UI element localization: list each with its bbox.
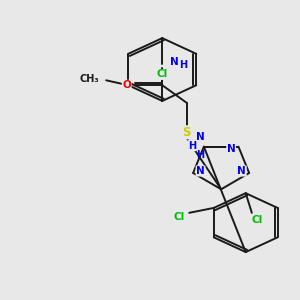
Text: N: N: [196, 166, 205, 176]
Text: Cl: Cl: [251, 215, 262, 225]
Text: Cl: Cl: [157, 69, 168, 80]
Text: CH₃: CH₃: [79, 74, 99, 84]
Text: N: N: [237, 166, 246, 176]
Text: S: S: [183, 126, 191, 139]
Text: H: H: [196, 151, 205, 160]
Text: H: H: [188, 141, 196, 151]
Text: N: N: [227, 144, 236, 154]
Text: N: N: [196, 132, 205, 142]
Text: O: O: [122, 80, 131, 90]
Text: H: H: [179, 60, 187, 70]
Text: N: N: [170, 57, 179, 67]
Text: Cl: Cl: [174, 212, 185, 222]
